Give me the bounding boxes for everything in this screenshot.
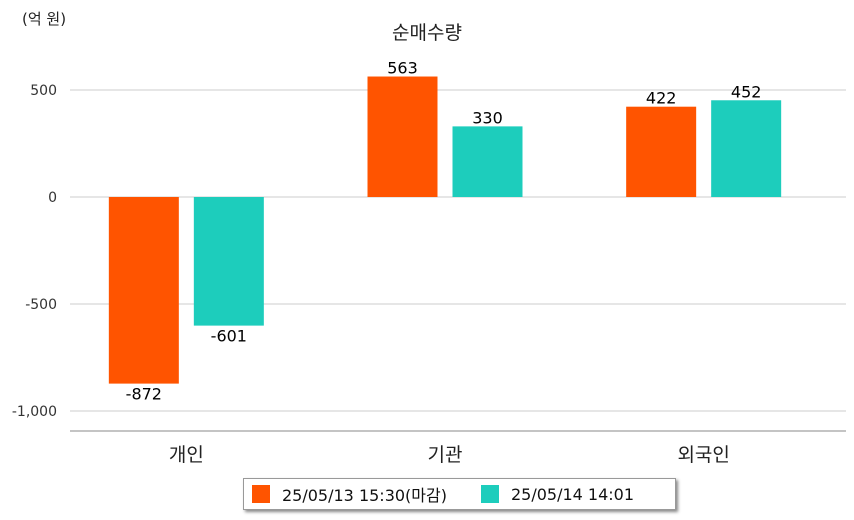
x-tick-label: 외국인 (677, 444, 729, 466)
chart-title: 순매수량 (392, 22, 462, 44)
bar-1-3 (626, 106, 697, 197)
data-label: -601 (211, 327, 247, 346)
bar-chart: 500 0 -500 -1,000 개인 -872 -601 기관 563 330 외국인 422 45… (12, 59, 846, 466)
unit-label: (억 원) (22, 10, 67, 28)
legend-label: 25/05/13 15:30(마감) (282, 486, 447, 505)
bars (108, 76, 782, 384)
y-tick-label: -1,000 (12, 404, 57, 420)
bar-1-2 (367, 76, 438, 197)
legend-item-series-1[interactable]: 25/05/13 15:30(마감) (252, 482, 447, 506)
legend-swatch (480, 485, 499, 503)
y-tick-label: 500 (30, 83, 57, 99)
y-tick-label: 0 (48, 190, 57, 206)
legend-label: 25/05/14 14:01 (510, 484, 635, 504)
bar-2-3 (711, 100, 782, 197)
data-label: -872 (126, 385, 162, 404)
x-tick-label: 기관 (428, 444, 463, 466)
legend-item-series-2[interactable]: 25/05/14 14:01 (480, 484, 635, 504)
y-tick-label: -500 (25, 297, 57, 313)
data-label: 422 (646, 89, 677, 108)
x-tick-label: 개인 (169, 444, 204, 466)
data-label: 452 (731, 82, 762, 101)
legend: 25/05/13 15:30(마감) 25/05/14 14:01 (243, 478, 676, 510)
data-label: 563 (387, 59, 418, 78)
bar-1-1 (108, 197, 179, 384)
bar-2-2 (452, 126, 523, 197)
labels: 500 0 -500 -1,000 개인 -872 -601 기관 563 330 외국인 422 45… (12, 59, 762, 466)
legend-swatch (252, 485, 270, 503)
bar-2-1 (193, 197, 264, 326)
data-label: 330 (472, 108, 503, 127)
